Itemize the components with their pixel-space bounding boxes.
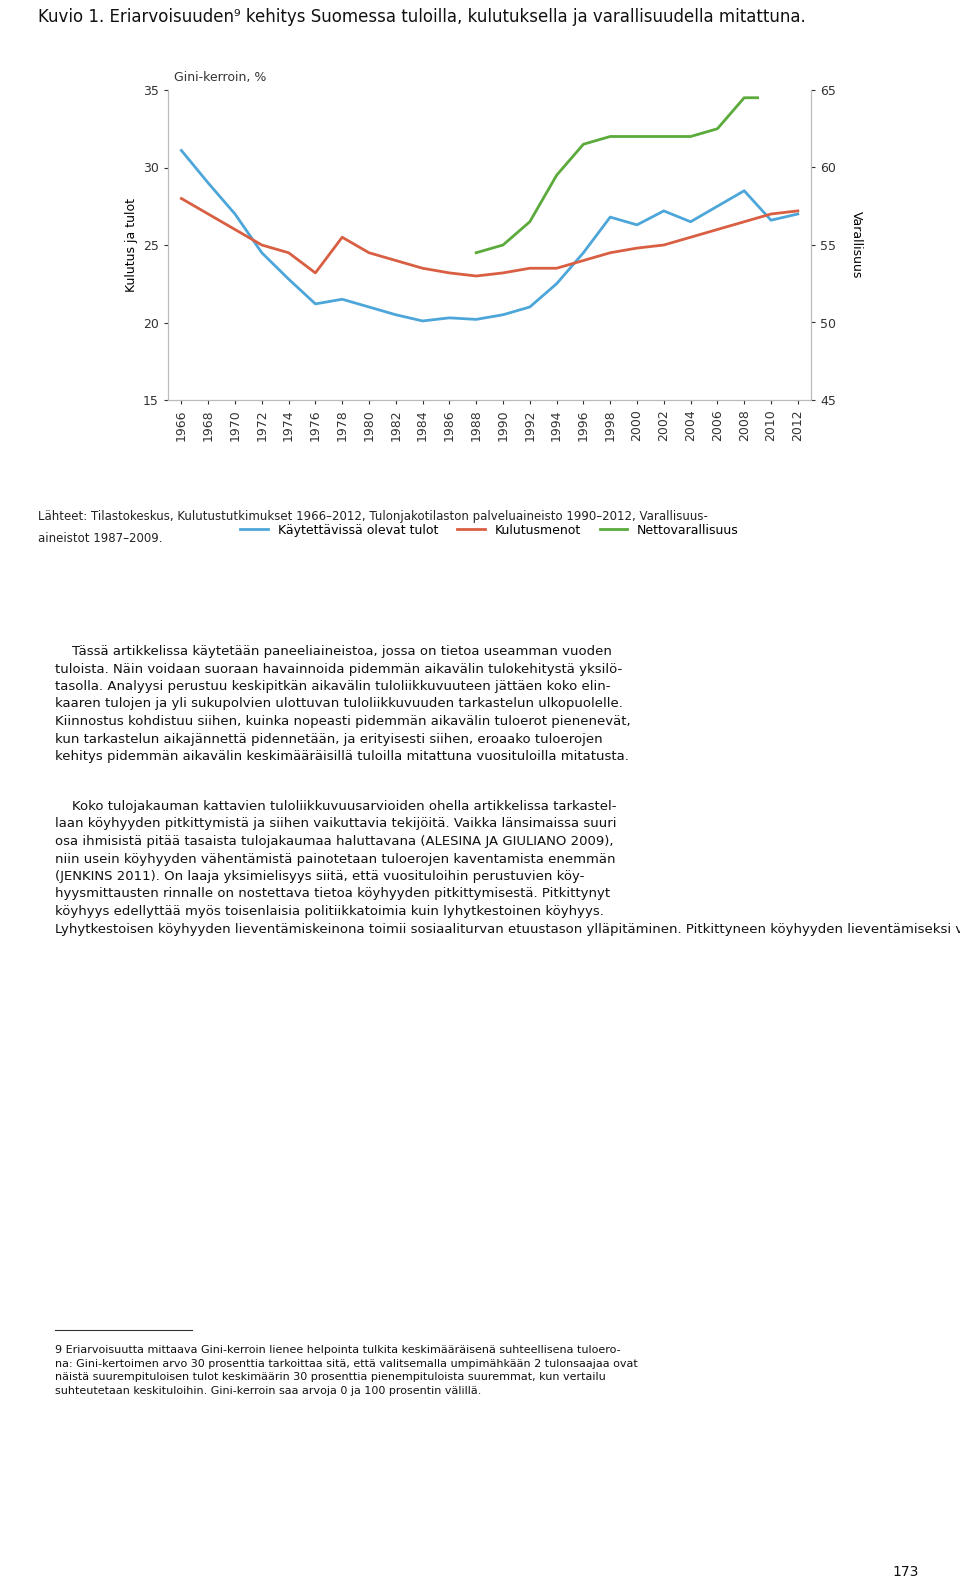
Y-axis label: Kulutus ja tulot: Kulutus ja tulot — [125, 197, 137, 293]
Text: 9 Eriarvoisuutta mittaava Gini-kerroin lienee helpointa tulkita keskimääräisenä : 9 Eriarvoisuutta mittaava Gini-kerroin l… — [55, 1344, 637, 1395]
Text: 173: 173 — [893, 1566, 919, 1578]
Text: Kuvio 1. Eriarvoisuuden⁹ kehitys Suomessa tuloilla, kulutuksella ja varallisuude: Kuvio 1. Eriarvoisuuden⁹ kehitys Suomess… — [38, 8, 806, 25]
Text: Lähteet: Tilastokeskus, Kulutustutkimukset 1966–2012, Tulonjakotilaston palvelua: Lähteet: Tilastokeskus, Kulutustutkimuks… — [38, 511, 708, 523]
Text: aineistot 1987–2009.: aineistot 1987–2009. — [38, 531, 163, 546]
Text: Tässä artikkelissa käytetään paneeliaineistoa, jossa on tietoa useamman vuoden
t: Tässä artikkelissa käytetään paneeliaine… — [55, 644, 631, 764]
Y-axis label: Varallisuus: Varallisuus — [851, 212, 863, 278]
Legend: Käytettävissä olevat tulot, Kulutusmenot, Nettovarallisuus: Käytettävissä olevat tulot, Kulutusmenot… — [240, 523, 739, 538]
Text: Gini-kerroin, %: Gini-kerroin, % — [175, 72, 267, 84]
Text: Koko tulojakauman kattavien tuloliikkuvuusarvioiden ohella artikkelissa tarkaste: Koko tulojakauman kattavien tuloliikkuvu… — [55, 800, 960, 936]
